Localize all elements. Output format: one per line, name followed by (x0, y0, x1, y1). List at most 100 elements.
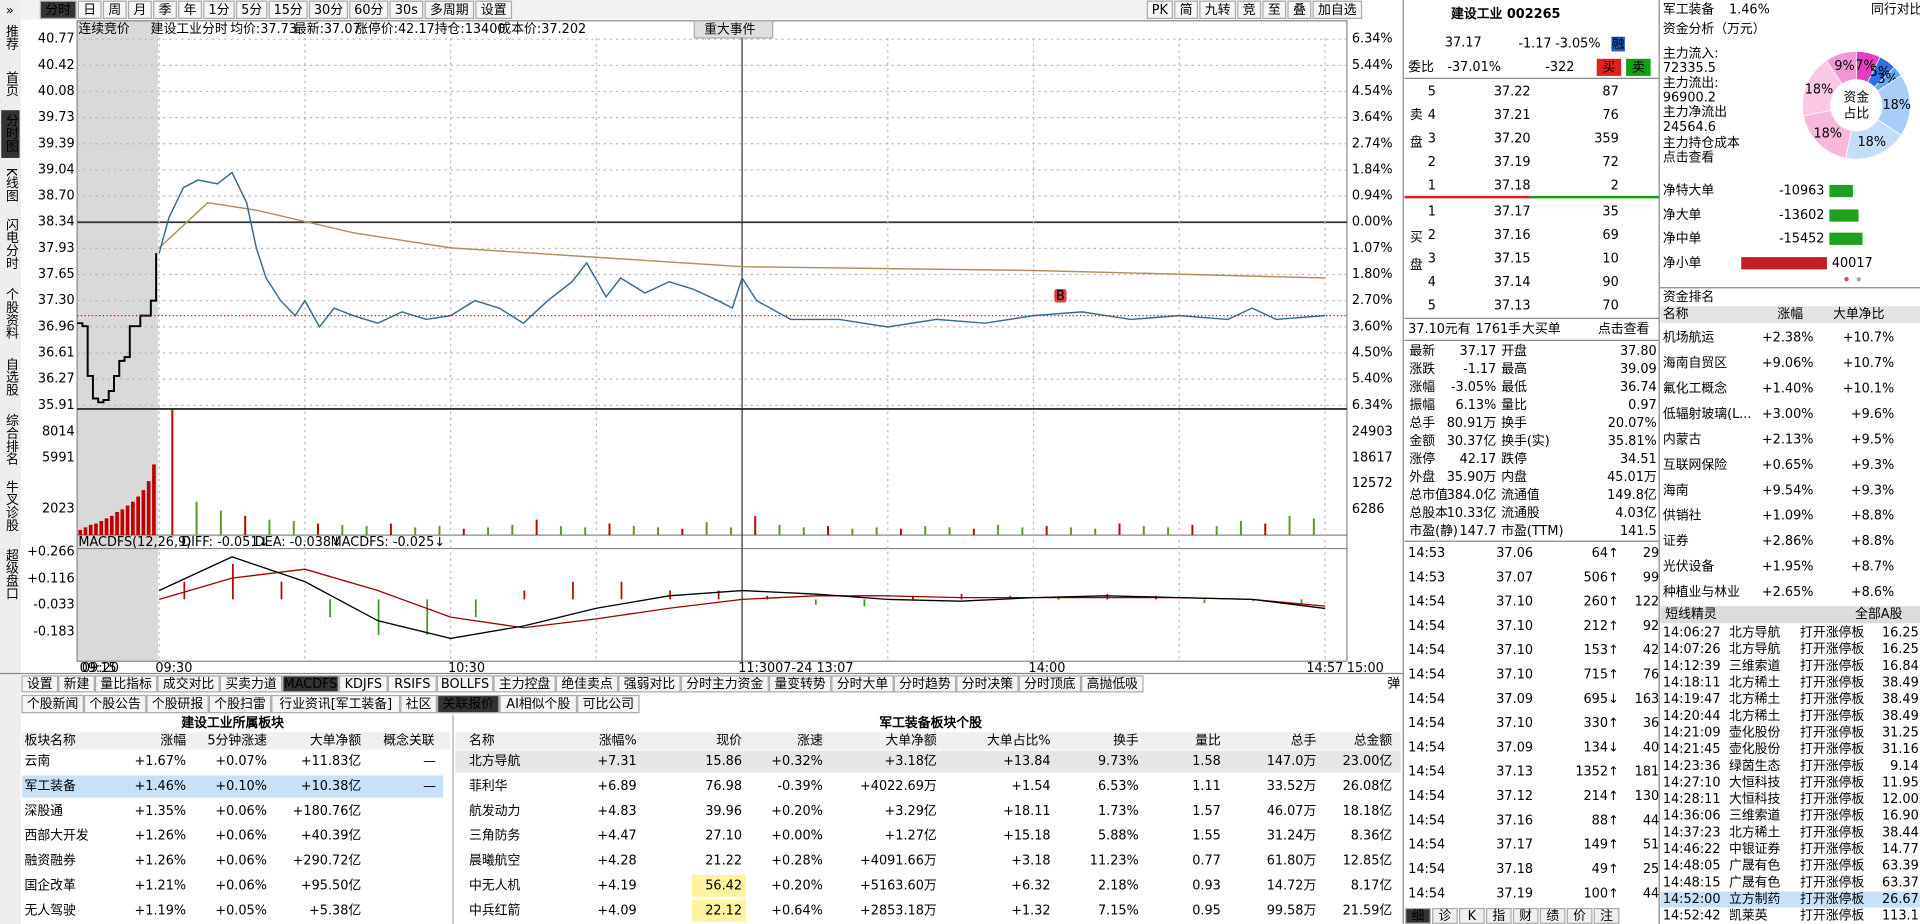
sidebar-item[interactable] (1, 544, 20, 607)
panel-tab-label[interactable]: 注 (1600, 909, 1613, 924)
popup-toggle[interactable]: 弹 (1387, 676, 1400, 691)
sidebar-label[interactable]: 自选股 (3, 358, 18, 397)
elf-name[interactable]: 中银证券 (1729, 841, 1781, 857)
sidebar-label[interactable]: 首页 (3, 71, 18, 97)
tab-label[interactable]: 成交对比 (163, 676, 215, 692)
sidebar-item[interactable] (1, 353, 20, 402)
tab-label[interactable]: 加自选 (1318, 3, 1357, 18)
buy-button[interactable] (1596, 58, 1622, 76)
table-cell[interactable]: 三角防务 (469, 828, 521, 844)
tab[interactable] (1081, 675, 1144, 693)
tab-label[interactable]: 可比公司 (583, 697, 634, 712)
tab-label[interactable]: 分时决策 (962, 676, 1014, 692)
table-cell[interactable]: 北方导航 (469, 753, 521, 769)
sidebar-item[interactable] (1, 214, 20, 276)
elf-name[interactable]: 壶化股份 (1729, 742, 1781, 757)
tab-label[interactable]: 社区 (406, 696, 432, 712)
elf-name[interactable]: 广晟有色 (1729, 874, 1781, 890)
panel-tab-label[interactable]: 诊 (1438, 909, 1451, 924)
tab[interactable] (1312, 0, 1363, 19)
tab[interactable] (555, 675, 619, 693)
tab[interactable] (271, 694, 401, 714)
sidebar-item[interactable] (1, 110, 20, 158)
table-cell[interactable]: 西部大开发 (24, 828, 88, 844)
tab-label[interactable]: 主力控盘 (499, 676, 551, 692)
elf-name[interactable]: 北方稀土 (1729, 708, 1781, 724)
event-label[interactable]: 重大事件 (704, 22, 756, 38)
table-cell[interactable]: 深股通 (24, 804, 63, 819)
tab[interactable] (219, 675, 283, 693)
tab-label[interactable]: 个股新闻 (27, 696, 78, 712)
tab-label[interactable]: 叠 (1293, 3, 1306, 18)
elf-scope[interactable]: 全部A股 (1855, 606, 1902, 622)
tab[interactable] (157, 675, 220, 693)
table-cell[interactable]: 国企改革 (24, 877, 76, 893)
tab[interactable] (400, 694, 438, 714)
sidebar-item[interactable] (1, 164, 20, 212)
elf-name[interactable]: 凯莱英 (1729, 909, 1768, 924)
tab[interactable] (58, 675, 95, 693)
tab-label[interactable]: BOLLFS (441, 677, 489, 692)
tab[interactable] (338, 675, 388, 693)
sidebar-label[interactable]: 超级盘口 (3, 549, 18, 601)
sidebar-item[interactable] (1, 20, 20, 56)
tab-label[interactable]: 年 (184, 3, 197, 18)
sidebar-item[interactable] (1, 284, 20, 346)
elf-name[interactable]: 北方稀土 (1729, 824, 1781, 840)
tab[interactable] (349, 0, 389, 19)
tab-label[interactable]: RSIFS (394, 677, 430, 692)
tab[interactable] (282, 675, 339, 693)
panel-tab-label[interactable]: 价 (1573, 909, 1586, 924)
elf-name[interactable]: 大恒科技 (1729, 792, 1781, 807)
tab-label[interactable]: 30分 (314, 3, 343, 18)
tab[interactable] (831, 675, 894, 693)
tab[interactable] (146, 694, 209, 714)
panel-tab[interactable] (1432, 907, 1458, 924)
tab[interactable] (499, 694, 578, 714)
table-cell[interactable]: 中无人机 (469, 878, 521, 893)
tab[interactable] (268, 0, 308, 19)
sidebar-label[interactable]: 闪电分时 (3, 218, 18, 270)
elf-name[interactable]: 绿茵生态 (1729, 759, 1781, 774)
elf-name[interactable]: 立方制药 (1729, 891, 1781, 907)
tab-label[interactable]: 周 (108, 3, 121, 18)
big-order[interactable]: 点击查看 (1598, 321, 1650, 337)
panel-tab[interactable] (1593, 907, 1620, 924)
tab[interactable] (203, 0, 235, 19)
rank-name[interactable]: 内蒙古 (1663, 431, 1702, 447)
tab-label[interactable]: KDJFS (345, 677, 382, 692)
elf-name[interactable]: 壶化股份 (1729, 725, 1781, 740)
panel-tab[interactable] (1512, 907, 1539, 924)
tab[interactable] (1237, 0, 1262, 19)
tab[interactable] (768, 675, 832, 693)
tab-label[interactable]: 高抛低吸 (1087, 676, 1139, 692)
tab-label[interactable]: 量比指标 (100, 677, 152, 692)
tab[interactable] (956, 675, 1019, 693)
tab[interactable] (21, 675, 59, 693)
table-cell[interactable]: 晨曦航空 (469, 853, 520, 869)
tab[interactable] (387, 675, 437, 693)
sidebar-label[interactable]: 分时图 (3, 114, 18, 153)
tab-label[interactable]: 强弱对比 (624, 677, 676, 692)
sidebar-label[interactable]: 推荐 (3, 24, 18, 50)
tab-label[interactable]: 分时顶底 (1024, 676, 1076, 692)
tab[interactable] (436, 675, 494, 693)
panel-tab-label[interactable]: 财 (1519, 909, 1532, 924)
tab-label[interactable]: 绝佳卖点 (561, 676, 613, 692)
tab[interactable] (475, 0, 513, 19)
tab-label[interactable]: 九转 (1205, 3, 1231, 18)
tab[interactable] (389, 0, 424, 19)
tab-label[interactable]: 设置 (27, 677, 53, 692)
elf-name[interactable]: 三维索道 (1729, 809, 1781, 824)
tab[interactable] (153, 0, 177, 19)
tab[interactable] (83, 694, 147, 714)
panel-tab-label[interactable]: 绩 (1546, 909, 1559, 924)
panel-tab[interactable] (1458, 907, 1485, 924)
table-cell[interactable]: 融资融券 (24, 853, 76, 869)
sidebar-label[interactable]: 个股资料 (3, 288, 18, 340)
elf-name[interactable]: 北方导航 (1729, 641, 1781, 657)
elf-name[interactable]: 三维索道 (1729, 659, 1781, 674)
rank-name[interactable]: 供销社 (1663, 508, 1702, 524)
event-button[interactable] (693, 20, 774, 39)
elf-name[interactable]: 北方稀土 (1729, 691, 1781, 707)
